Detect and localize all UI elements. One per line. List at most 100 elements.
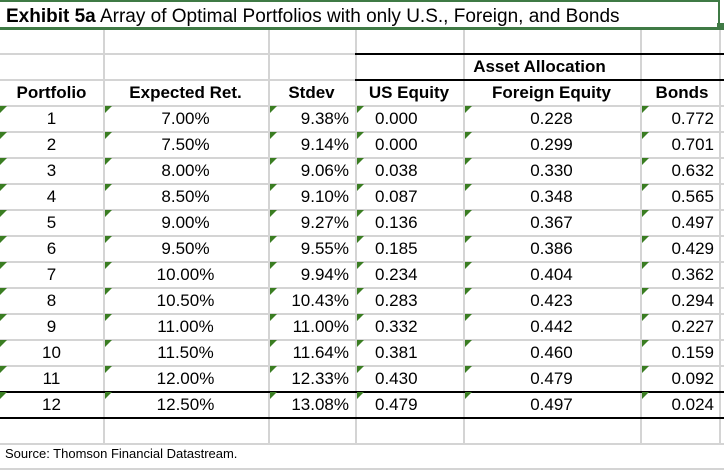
cell-bonds[interactable]: 0.159 bbox=[671, 343, 714, 362]
cell-foreign-equity[interactable]: 0.228 bbox=[530, 109, 573, 128]
cell-bonds[interactable]: 0.024 bbox=[671, 395, 714, 414]
cell-stdev[interactable]: 9.38% bbox=[300, 109, 349, 128]
cell-bonds[interactable]: 0.092 bbox=[671, 369, 714, 388]
cell-stdev[interactable]: 10.43% bbox=[291, 291, 349, 310]
cell-portfolio[interactable]: 9 bbox=[46, 317, 57, 336]
cell-bonds[interactable]: 0.429 bbox=[671, 239, 714, 258]
cell-expected-ret[interactable]: 10.00% bbox=[156, 265, 215, 284]
error-indicator-icon[interactable] bbox=[270, 262, 277, 269]
error-indicator-icon[interactable] bbox=[465, 132, 472, 139]
cell-portfolio[interactable]: 5 bbox=[46, 213, 57, 232]
cell-expected-ret[interactable]: 11.00% bbox=[157, 317, 214, 336]
cell-portfolio[interactable]: 10 bbox=[42, 343, 61, 362]
error-indicator-icon[interactable] bbox=[270, 236, 277, 243]
cell-bonds[interactable]: 0.227 bbox=[671, 317, 714, 336]
cell-expected-ret[interactable]: 11.50% bbox=[157, 343, 214, 362]
error-indicator-icon[interactable] bbox=[0, 132, 7, 139]
cell-us-equity[interactable]: 0.000 bbox=[375, 109, 418, 128]
error-indicator-icon[interactable] bbox=[0, 340, 7, 347]
error-indicator-icon[interactable] bbox=[465, 366, 472, 373]
cell-foreign-equity[interactable]: 0.497 bbox=[530, 395, 573, 414]
error-indicator-icon[interactable] bbox=[270, 106, 277, 113]
error-indicator-icon[interactable] bbox=[642, 288, 649, 295]
error-indicator-icon[interactable] bbox=[357, 314, 364, 321]
error-indicator-icon[interactable] bbox=[0, 314, 7, 321]
error-indicator-icon[interactable] bbox=[0, 392, 7, 399]
exhibit-title-cell[interactable]: Exhibit 5a Array of Optimal Portfolios w… bbox=[0, 0, 720, 30]
cell-portfolio[interactable]: 3 bbox=[46, 161, 57, 180]
cell-foreign-equity[interactable]: 0.460 bbox=[530, 343, 573, 362]
error-indicator-icon[interactable] bbox=[642, 210, 649, 217]
cell-expected-ret[interactable]: 7.00% bbox=[161, 109, 210, 128]
cell-us-equity[interactable]: 0.000 bbox=[375, 135, 418, 154]
cell-bonds[interactable]: 0.632 bbox=[671, 161, 714, 180]
error-indicator-icon[interactable] bbox=[357, 106, 364, 113]
cell-expected-ret[interactable]: 12.00% bbox=[156, 369, 215, 388]
error-indicator-icon[interactable] bbox=[465, 210, 472, 217]
error-indicator-icon[interactable] bbox=[465, 340, 472, 347]
error-indicator-icon[interactable] bbox=[357, 132, 364, 139]
cell-stdev[interactable]: 9.55% bbox=[300, 239, 349, 258]
cell-portfolio[interactable]: 6 bbox=[46, 239, 57, 258]
error-indicator-icon[interactable] bbox=[642, 132, 649, 139]
column-header-foreign-equity[interactable]: Foreign Equity bbox=[492, 83, 611, 102]
cell-expected-ret[interactable]: 9.00% bbox=[161, 213, 210, 232]
error-indicator-icon[interactable] bbox=[0, 236, 7, 243]
error-indicator-icon[interactable] bbox=[270, 288, 277, 295]
cell-stdev[interactable]: 9.10% bbox=[300, 187, 349, 206]
cell-us-equity[interactable]: 0.038 bbox=[375, 161, 418, 180]
error-indicator-icon[interactable] bbox=[465, 106, 472, 113]
cell-foreign-equity[interactable]: 0.367 bbox=[530, 213, 573, 232]
cell-stdev[interactable]: 11.00% bbox=[292, 317, 349, 336]
error-indicator-icon[interactable] bbox=[270, 210, 277, 217]
error-indicator-icon[interactable] bbox=[357, 236, 364, 243]
cell-us-equity[interactable]: 0.087 bbox=[375, 187, 418, 206]
error-indicator-icon[interactable] bbox=[465, 236, 472, 243]
cell-us-equity[interactable]: 0.136 bbox=[375, 213, 418, 232]
column-header-us-equity[interactable]: US Equity bbox=[368, 83, 450, 102]
error-indicator-icon[interactable] bbox=[357, 392, 364, 399]
error-indicator-icon[interactable] bbox=[357, 210, 364, 217]
column-header-portfolio[interactable]: Portfolio bbox=[16, 83, 87, 102]
cell-bonds[interactable]: 0.565 bbox=[671, 187, 714, 206]
error-indicator-icon[interactable] bbox=[270, 184, 277, 191]
error-indicator-icon[interactable] bbox=[642, 106, 649, 113]
error-indicator-icon[interactable] bbox=[357, 340, 364, 347]
error-indicator-icon[interactable] bbox=[0, 184, 7, 191]
error-indicator-icon[interactable] bbox=[270, 392, 277, 399]
column-header-stdev[interactable]: Stdev bbox=[288, 83, 335, 102]
cell-us-equity[interactable]: 0.332 bbox=[375, 317, 418, 336]
error-indicator-icon[interactable] bbox=[0, 262, 7, 269]
cell-expected-ret[interactable]: 7.50% bbox=[161, 135, 210, 154]
cell-bonds[interactable]: 0.701 bbox=[671, 135, 714, 154]
cell-us-equity[interactable]: 0.234 bbox=[375, 265, 418, 284]
cell-stdev[interactable]: 12.33% bbox=[291, 369, 349, 388]
error-indicator-icon[interactable] bbox=[0, 366, 7, 373]
cell-stdev[interactable]: 9.14% bbox=[300, 135, 349, 154]
error-indicator-icon[interactable] bbox=[105, 184, 112, 191]
error-indicator-icon[interactable] bbox=[270, 314, 277, 321]
error-indicator-icon[interactable] bbox=[465, 288, 472, 295]
cell-portfolio[interactable]: 1 bbox=[46, 109, 57, 128]
cell-bonds[interactable]: 0.294 bbox=[671, 291, 714, 310]
cell-us-equity[interactable]: 0.430 bbox=[375, 369, 418, 388]
error-indicator-icon[interactable] bbox=[357, 288, 364, 295]
cell-foreign-equity[interactable]: 0.299 bbox=[530, 135, 573, 154]
cell-stdev[interactable]: 13.08% bbox=[291, 395, 349, 414]
error-indicator-icon[interactable] bbox=[642, 184, 649, 191]
error-indicator-icon[interactable] bbox=[642, 262, 649, 269]
cell-portfolio[interactable]: 2 bbox=[46, 135, 57, 154]
error-indicator-icon[interactable] bbox=[0, 158, 7, 165]
cell-foreign-equity[interactable]: 0.348 bbox=[530, 187, 573, 206]
cell-portfolio[interactable]: 12 bbox=[42, 395, 61, 414]
error-indicator-icon[interactable] bbox=[642, 392, 649, 399]
cell-portfolio[interactable]: 7 bbox=[46, 265, 57, 284]
cell-expected-ret[interactable]: 9.50% bbox=[161, 239, 210, 258]
cell-expected-ret[interactable]: 12.50% bbox=[156, 395, 215, 414]
error-indicator-icon[interactable] bbox=[105, 366, 112, 373]
error-indicator-icon[interactable] bbox=[105, 340, 112, 347]
cell-expected-ret[interactable]: 10.50% bbox=[156, 291, 215, 310]
cell-foreign-equity[interactable]: 0.423 bbox=[530, 291, 573, 310]
error-indicator-icon[interactable] bbox=[357, 262, 364, 269]
cell-bonds[interactable]: 0.497 bbox=[671, 213, 714, 232]
